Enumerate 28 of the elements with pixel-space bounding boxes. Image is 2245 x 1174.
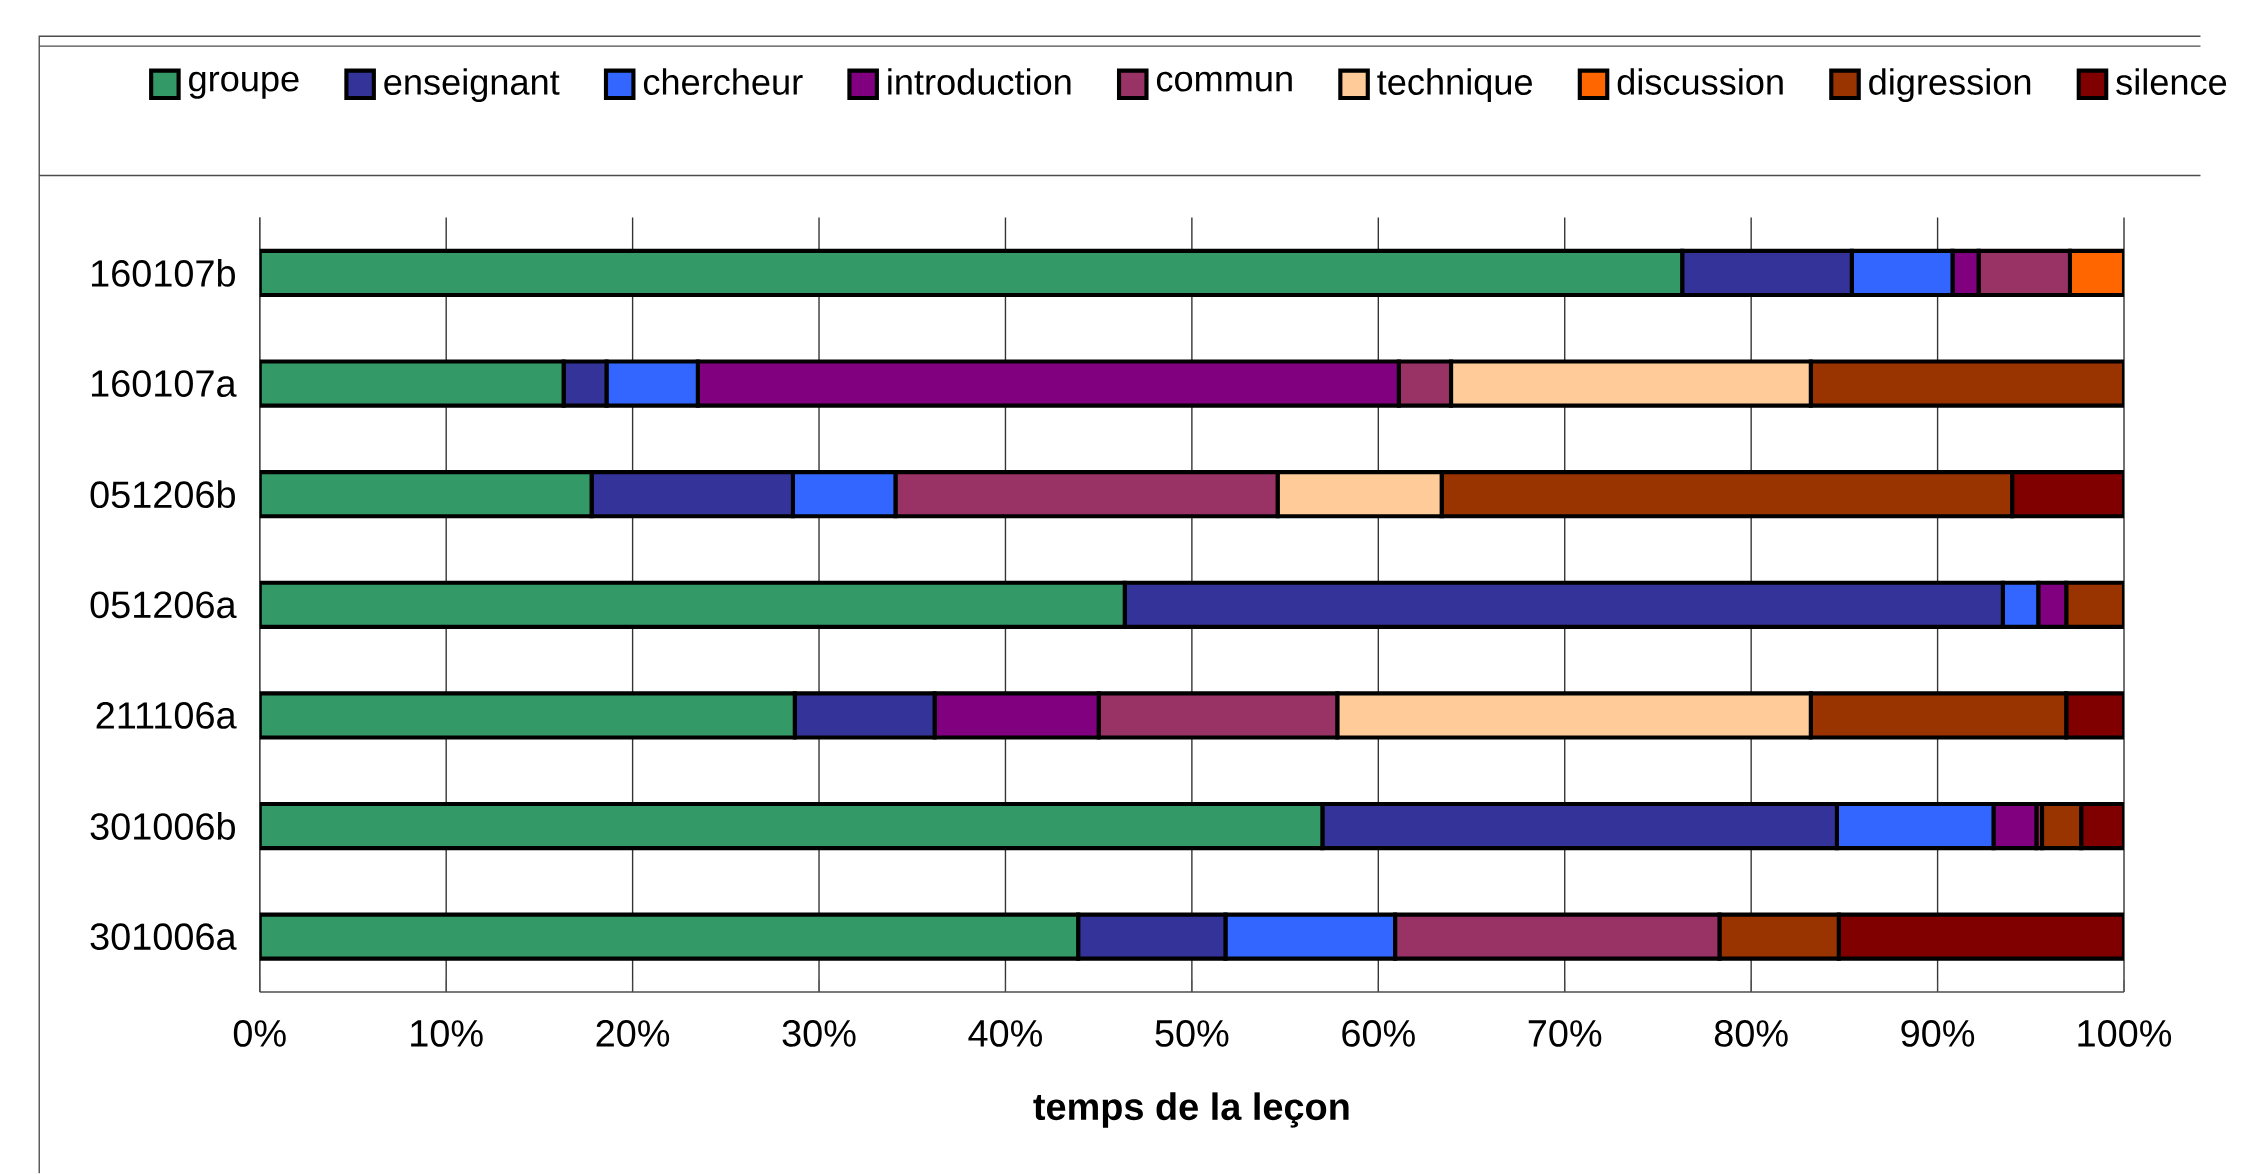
y-tick-label: 301006b [90, 812, 235, 840]
x-tick-label: 70% [1528, 1020, 1602, 1047]
legend-label: digression [1869, 68, 2031, 103]
y-tick-label: 051206a [90, 591, 237, 619]
x-tick-label: 100% [2078, 1020, 2172, 1047]
x-tick-label: 60% [1342, 1020, 1415, 1047]
x-tick-label: 90% [1901, 1020, 1975, 1047]
y-tick-label: 211106a [96, 702, 237, 729]
y-tick-label: 301006a [90, 923, 237, 951]
legend-label: technique [1377, 68, 1532, 103]
legend-label: groupe [189, 71, 299, 99]
y-tick-label: 051206b [90, 480, 235, 509]
y-tick-label: 160107b [91, 259, 235, 287]
legend-label: chercheur [643, 68, 803, 95]
x-tick-label: 80% [1714, 1020, 1788, 1047]
y-tick-label: 160107a [91, 370, 237, 397]
legend-label: silence [2116, 68, 2227, 95]
x-axis-title: temps de la leçon [1033, 1092, 1349, 1128]
legend-label: commun [1156, 71, 1292, 92]
x-tick-label: 0% [233, 1020, 286, 1047]
x-tick-label: 20% [596, 1020, 670, 1047]
x-tick-label: 30% [782, 1020, 856, 1047]
x-tick-label: 40% [968, 1020, 1042, 1047]
legend-label: introduction [888, 68, 1071, 95]
legend-label: discussion [1617, 68, 1783, 95]
x-tick-label: 10% [411, 1020, 483, 1047]
x-tick-label: 50% [1155, 1020, 1229, 1047]
legend-label: enseignant [384, 68, 560, 103]
